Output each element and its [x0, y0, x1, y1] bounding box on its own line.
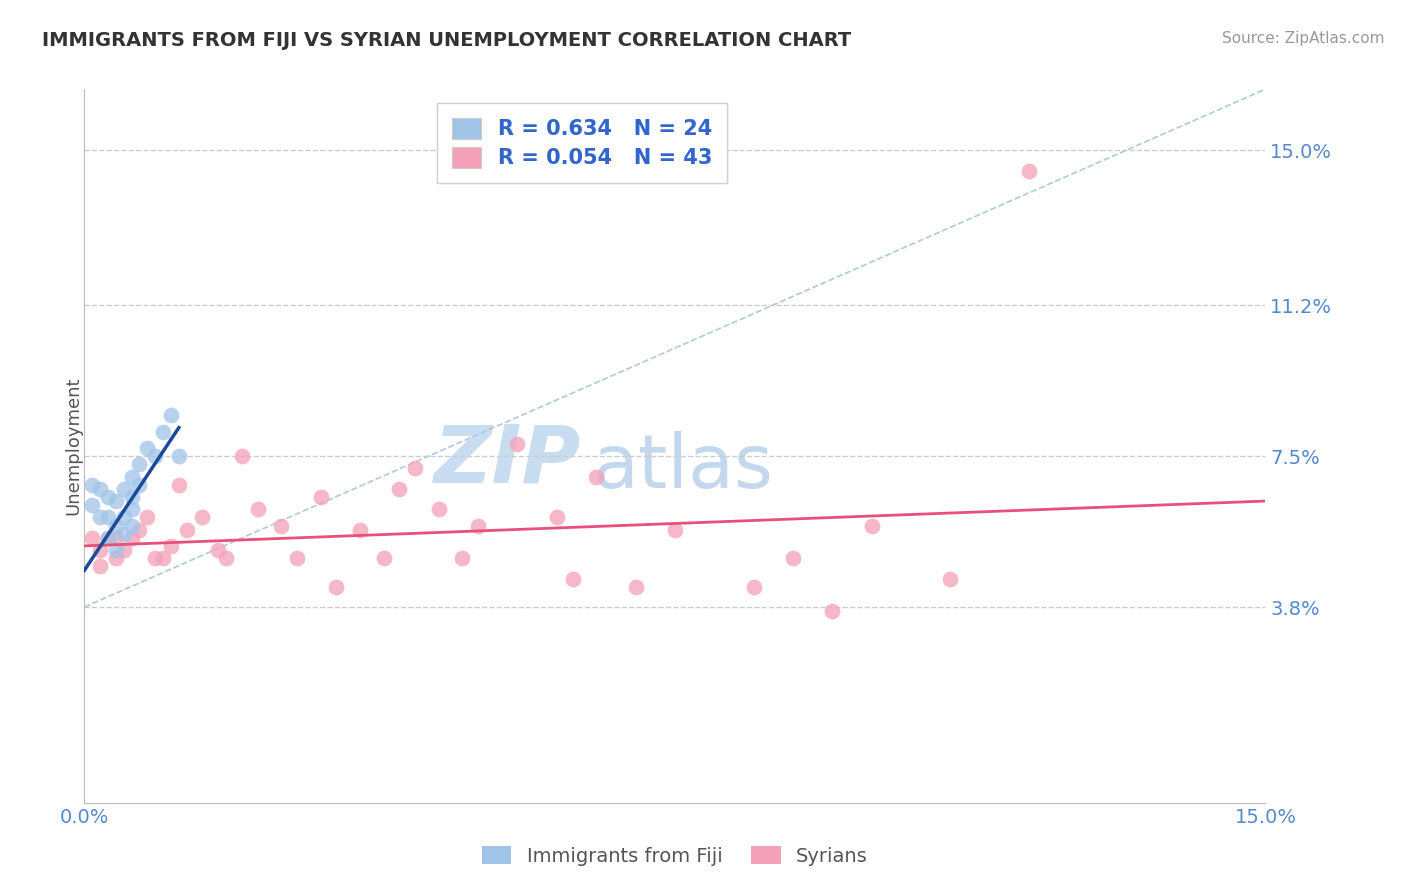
Point	[1018, 163, 1040, 178]
Point	[467, 518, 489, 533]
Point	[121, 518, 143, 533]
Point	[97, 510, 120, 524]
Point	[309, 490, 332, 504]
Point	[104, 543, 127, 558]
Legend: Immigrants from Fiji, Syrians: Immigrants from Fiji, Syrians	[474, 838, 876, 873]
Point	[136, 441, 159, 455]
Y-axis label: Unemployment: Unemployment	[65, 376, 82, 516]
Point	[152, 425, 174, 439]
Text: Source: ZipAtlas.com: Source: ZipAtlas.com	[1222, 31, 1385, 46]
Point	[112, 510, 135, 524]
Point	[104, 531, 127, 545]
Point	[167, 477, 190, 491]
Point	[112, 526, 135, 541]
Point	[191, 510, 214, 524]
Point	[160, 539, 183, 553]
Point	[121, 469, 143, 483]
Point	[664, 523, 686, 537]
Point	[82, 531, 104, 545]
Point	[112, 543, 135, 558]
Point	[89, 559, 111, 574]
Point	[546, 510, 568, 524]
Point	[451, 551, 474, 566]
Point	[121, 531, 143, 545]
Point	[104, 494, 127, 508]
Point	[97, 531, 120, 545]
Point	[152, 551, 174, 566]
Point	[104, 551, 127, 566]
Point	[270, 518, 292, 533]
Point	[742, 580, 765, 594]
Point	[89, 510, 111, 524]
Point	[349, 523, 371, 537]
Point	[128, 477, 150, 491]
Point	[231, 449, 253, 463]
Point	[82, 477, 104, 491]
Point	[104, 518, 127, 533]
Point	[939, 572, 962, 586]
Point	[89, 482, 111, 496]
Text: ZIP: ZIP	[433, 421, 581, 500]
Point	[506, 437, 529, 451]
Point	[121, 502, 143, 516]
Point	[167, 449, 190, 463]
Point	[207, 543, 229, 558]
Point	[373, 551, 395, 566]
Point	[160, 409, 183, 423]
Legend: R = 0.634   N = 24, R = 0.054   N = 43: R = 0.634 N = 24, R = 0.054 N = 43	[437, 103, 727, 183]
Point	[285, 551, 308, 566]
Point	[404, 461, 426, 475]
Point	[136, 510, 159, 524]
Point	[176, 523, 198, 537]
Point	[143, 449, 166, 463]
Point	[246, 502, 269, 516]
Point	[427, 502, 450, 516]
Point	[215, 551, 238, 566]
Point	[121, 490, 143, 504]
Text: IMMIGRANTS FROM FIJI VS SYRIAN UNEMPLOYMENT CORRELATION CHART: IMMIGRANTS FROM FIJI VS SYRIAN UNEMPLOYM…	[42, 31, 852, 50]
Point	[782, 551, 804, 566]
Text: atlas: atlas	[592, 431, 773, 504]
Point	[325, 580, 347, 594]
Point	[89, 543, 111, 558]
Point	[82, 498, 104, 512]
Point	[561, 572, 583, 586]
Point	[128, 523, 150, 537]
Point	[143, 551, 166, 566]
Point	[585, 469, 607, 483]
Point	[112, 482, 135, 496]
Point	[821, 604, 844, 618]
Point	[624, 580, 647, 594]
Point	[97, 531, 120, 545]
Point	[128, 458, 150, 472]
Point	[860, 518, 883, 533]
Point	[388, 482, 411, 496]
Point	[97, 490, 120, 504]
